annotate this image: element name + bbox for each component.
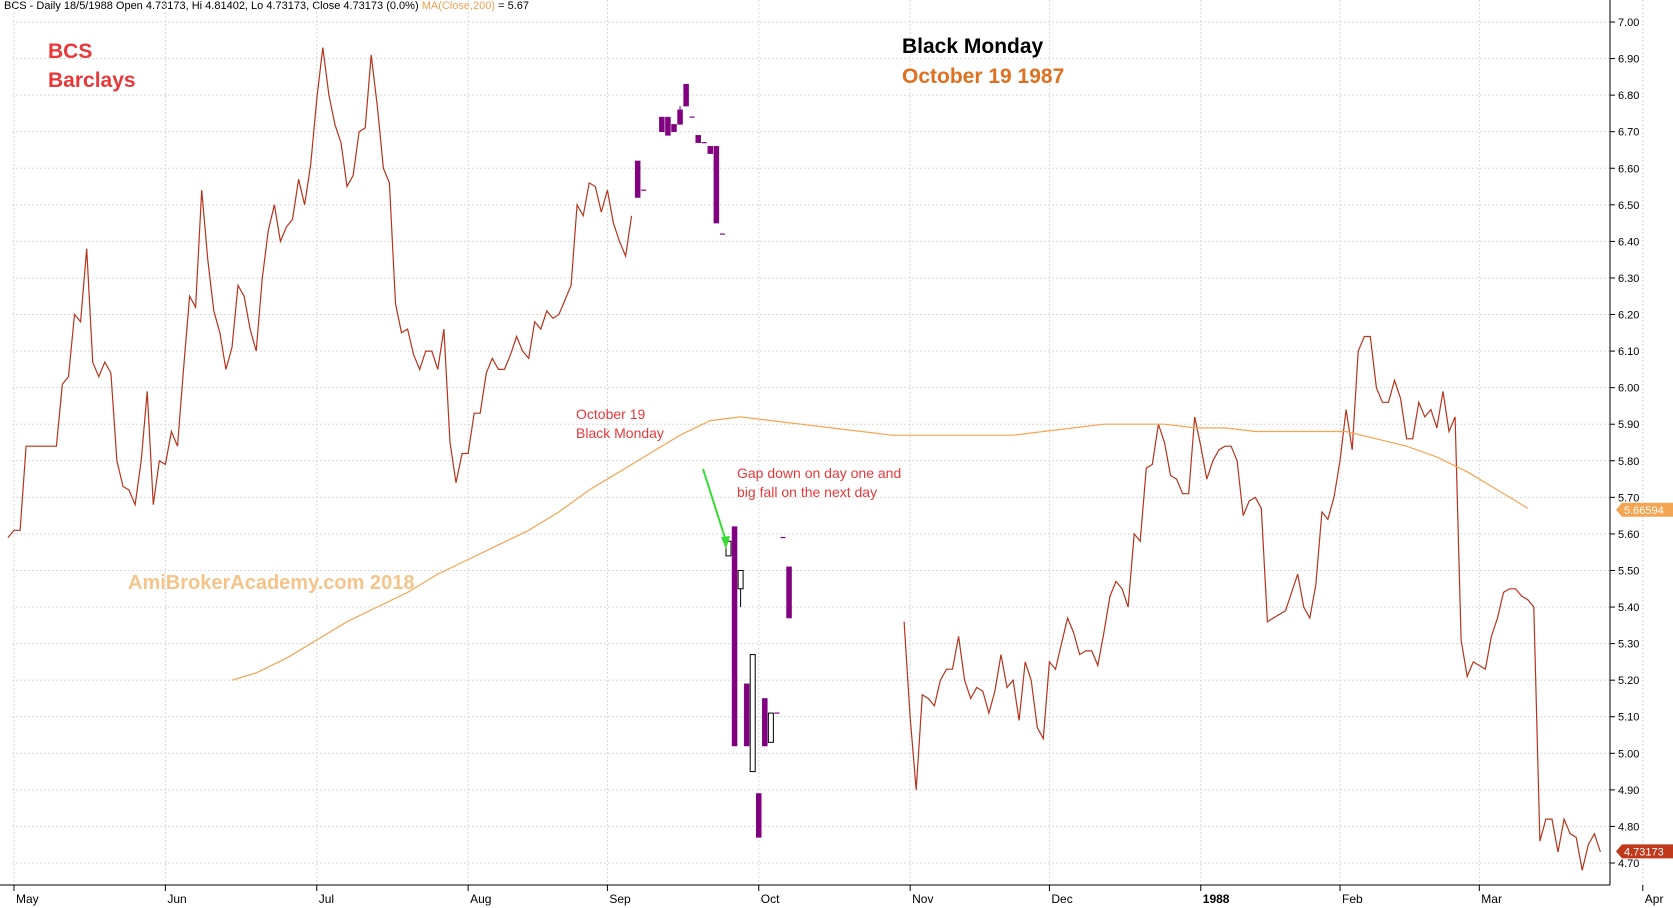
y-tick-label: 6.90 [1618,54,1639,66]
x-tick-label: Oct [761,892,780,906]
y-tick-label: 6.30 [1618,273,1639,285]
x-tick-label: Feb [1342,892,1363,906]
symbol-label: BCS [48,40,93,63]
y-tick-label: 5.30 [1618,639,1639,651]
y-tick-label: 5.90 [1618,419,1639,431]
candle-down [707,146,714,154]
candle-up [737,569,744,590]
x-tick-label: Mar [1481,892,1502,906]
header-ma-value: = 5.67 [498,0,529,12]
x-tick-label: 1988 [1203,892,1230,906]
green-arrow-head [721,536,730,549]
y-tick-label: 6.60 [1618,163,1639,175]
watermark: AmiBrokerAcademy.com 2018 [128,572,415,594]
y-tick-label: 5.00 [1618,748,1639,760]
header-info: BCS - Daily 18/5/1988 Open 4.73173, Hi 4… [4,0,419,12]
candle-up [767,712,774,743]
candle-down [731,526,738,747]
ma-value-badge-bg [1616,502,1673,517]
x-tick-label: Apr [1645,892,1664,906]
price-value-badge-bg [1616,844,1673,859]
y-tick-label: 5.80 [1618,456,1639,468]
x-tick-label: Dec [1051,892,1072,906]
y-tick-label: 5.50 [1618,565,1639,577]
x-tick-label: May [16,892,39,906]
x-tick-label: Jul [319,892,334,906]
event-date: October 19 1987 [902,65,1065,88]
ma-line [231,416,1529,681]
candle-down [659,116,665,132]
y-tick-label: 6.00 [1618,383,1639,395]
gap-note-line2: big fall on the next day [737,484,878,500]
candle-down [677,109,683,125]
y-tick-label: 6.70 [1618,127,1639,139]
header-ma-label: MA(Close,200) [421,0,496,12]
y-tick-label: 5.60 [1618,529,1639,541]
y-tick-label: 7.00 [1618,17,1639,29]
price-line [7,47,633,538]
candle-up [749,654,756,773]
y-tick-label: 6.80 [1618,90,1639,102]
candle-down [762,698,768,747]
candle-down [786,566,792,619]
y-tick-label: 6.20 [1618,310,1639,322]
y-tick-label: 5.10 [1618,712,1639,724]
candle-down [683,83,689,107]
candle-down [743,683,750,747]
x-tick-label: Aug [470,892,491,906]
y-tick-label: 4.90 [1618,785,1639,797]
candle-down [713,146,720,224]
candle-down [671,124,677,132]
candle-down [634,160,641,198]
event-title: Black Monday [902,35,1044,58]
gap-note-line1: Gap down on day one and [737,465,902,481]
company-label: Barclays [48,69,136,92]
oct19-note-line1: October 19 [576,406,646,422]
chart-header: BCS - Daily 18/5/1988 Open 4.73173, Hi 4… [4,0,529,12]
y-tick-label: 6.50 [1618,200,1639,212]
ma-value-badge-label: 5.66594 [1624,505,1664,517]
x-tick-label: Sep [609,892,631,906]
y-tick-label: 4.80 [1618,821,1639,833]
x-tick-label: Jun [167,892,186,906]
price-line [903,335,1601,871]
candle-down [665,116,671,136]
y-tick-label: 5.40 [1618,602,1639,614]
y-tick-label: 5.20 [1618,675,1639,687]
oct19-note-line2: Black Monday [576,425,664,441]
y-tick-label: 6.10 [1618,346,1639,358]
y-tick-label: 6.40 [1618,236,1639,248]
green-arrow-shaft [702,468,727,542]
candle-down [695,135,701,143]
x-tick-label: Nov [912,892,933,906]
y-tick-label: 4.70 [1618,858,1639,870]
y-tick-label: 5.70 [1618,492,1639,504]
price-value-badge-label: 4.73173 [1624,846,1664,858]
candle-down [756,793,762,838]
